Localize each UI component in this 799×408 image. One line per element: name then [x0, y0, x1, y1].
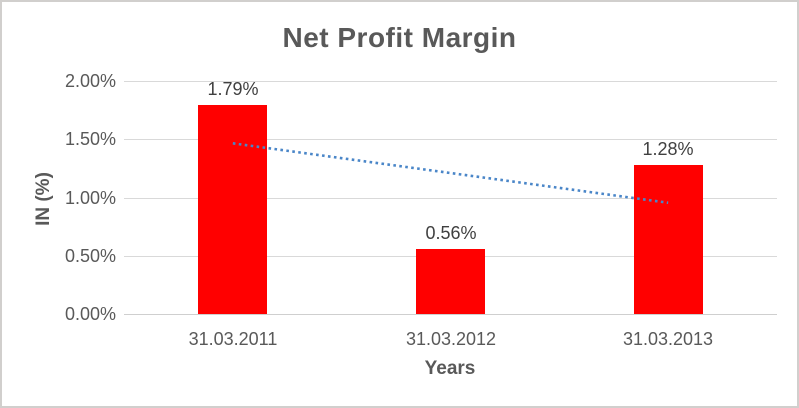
trendline	[232, 142, 669, 205]
gridline	[124, 81, 777, 82]
x-tick-label: 31.03.2012	[405, 329, 497, 349]
bar	[198, 105, 267, 314]
y-tick-label: 1.50%	[64, 129, 116, 149]
x-tick-label: 31.03.2011	[188, 329, 278, 349]
bar	[634, 165, 703, 314]
x-axis-title: Years	[424, 358, 476, 379]
bar	[416, 249, 485, 314]
y-tick-label: 0.50%	[64, 246, 116, 266]
x-axis-line	[124, 314, 777, 315]
x-tick-label: 31.03.2013	[622, 329, 714, 349]
y-tick-label: 1.00%	[64, 188, 116, 208]
y-tick-label: 0.00%	[64, 304, 116, 324]
data-label: 1.28%	[642, 139, 694, 159]
data-label: 0.56%	[425, 223, 477, 243]
y-tick-label: 2.00%	[64, 71, 116, 91]
data-label: 1.79%	[207, 79, 259, 99]
chart-title: Net Profit Margin	[282, 22, 517, 53]
gridline	[124, 139, 777, 140]
